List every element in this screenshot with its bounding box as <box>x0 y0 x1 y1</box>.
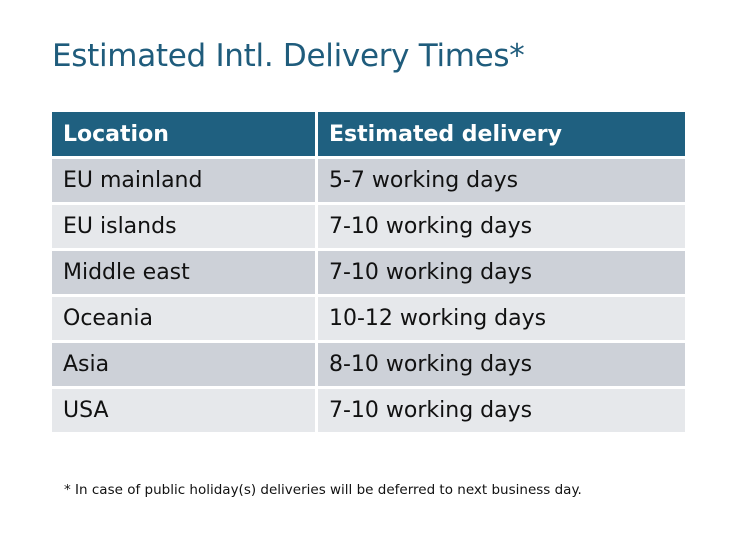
location-cell: USA <box>52 389 315 432</box>
location-cell: Asia <box>52 343 315 386</box>
table-header-row: Location Estimated delivery <box>52 112 685 156</box>
table-row: EU mainland 5-7 working days <box>52 159 685 202</box>
table-row: EU islands 7-10 working days <box>52 205 685 248</box>
location-cell: EU islands <box>52 205 315 248</box>
footnote: * In case of public holiday(s) deliverie… <box>64 482 582 498</box>
delivery-cell: 8-10 working days <box>318 343 685 386</box>
header-location: Location <box>52 112 315 156</box>
table-row: USA 7-10 working days <box>52 389 685 432</box>
delivery-cell: 7-10 working days <box>318 251 685 294</box>
delivery-cell: 7-10 working days <box>318 389 685 432</box>
table-row: Oceania 10-12 working days <box>52 297 685 340</box>
delivery-table: Location Estimated delivery EU mainland 5… <box>49 109 688 435</box>
page-title: Estimated Intl. Delivery Times* <box>52 38 525 74</box>
location-cell: Middle east <box>52 251 315 294</box>
delivery-cell: 5-7 working days <box>318 159 685 202</box>
delivery-cell: 7-10 working days <box>318 205 685 248</box>
table-row: Middle east 7-10 working days <box>52 251 685 294</box>
location-cell: EU mainland <box>52 159 315 202</box>
delivery-cell: 10-12 working days <box>318 297 685 340</box>
header-estimated-delivery: Estimated delivery <box>318 112 685 156</box>
location-cell: Oceania <box>52 297 315 340</box>
table-row: Asia 8-10 working days <box>52 343 685 386</box>
